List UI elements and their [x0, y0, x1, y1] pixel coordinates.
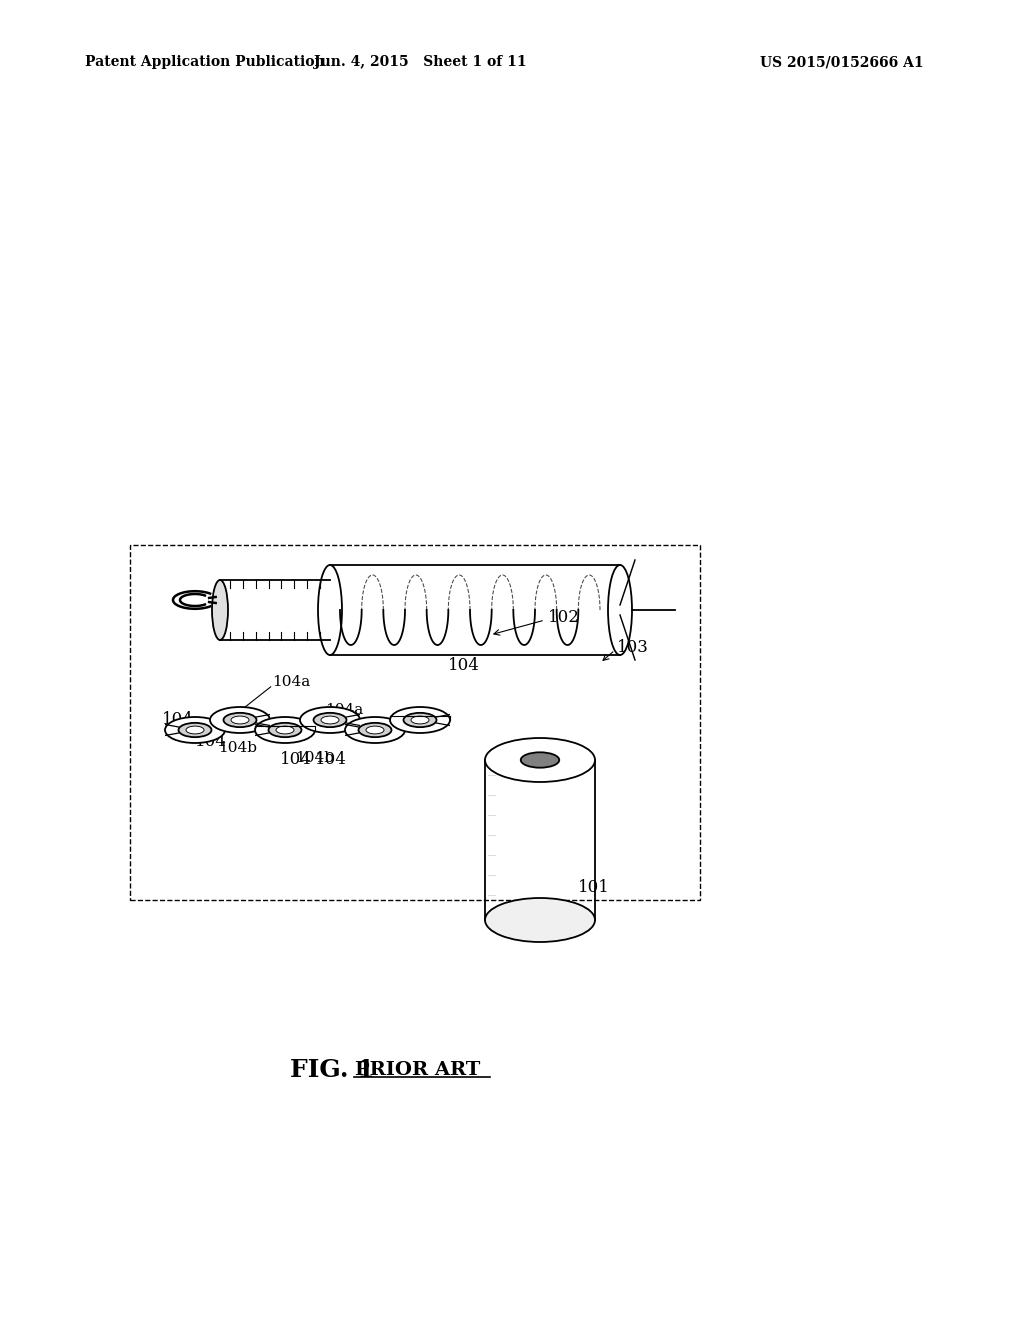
- Ellipse shape: [485, 738, 595, 781]
- Ellipse shape: [178, 723, 212, 737]
- Ellipse shape: [268, 723, 301, 737]
- Ellipse shape: [366, 726, 384, 734]
- Ellipse shape: [390, 708, 450, 733]
- Text: 104: 104: [195, 734, 227, 751]
- Ellipse shape: [276, 726, 294, 734]
- Text: 104a: 104a: [272, 675, 310, 689]
- Ellipse shape: [186, 726, 204, 734]
- Text: FIG. 1: FIG. 1: [290, 1059, 375, 1082]
- Text: 101: 101: [578, 879, 610, 895]
- Ellipse shape: [321, 715, 339, 723]
- Text: 104: 104: [315, 751, 347, 768]
- Ellipse shape: [358, 723, 391, 737]
- Ellipse shape: [521, 752, 559, 768]
- Ellipse shape: [313, 713, 346, 727]
- Ellipse shape: [231, 715, 249, 723]
- Text: 104: 104: [449, 656, 480, 673]
- Text: 104b: 104b: [218, 741, 257, 755]
- Ellipse shape: [345, 717, 406, 743]
- Text: US 2015/0152666 A1: US 2015/0152666 A1: [760, 55, 924, 69]
- Ellipse shape: [223, 713, 256, 727]
- Text: 104: 104: [162, 711, 194, 729]
- Text: Jun. 4, 2015   Sheet 1 of 11: Jun. 4, 2015 Sheet 1 of 11: [313, 55, 526, 69]
- Ellipse shape: [300, 708, 360, 733]
- Ellipse shape: [165, 717, 225, 743]
- Text: 102: 102: [548, 610, 580, 627]
- Ellipse shape: [212, 579, 228, 640]
- Text: Patent Application Publication: Patent Application Publication: [85, 55, 325, 69]
- Ellipse shape: [403, 713, 436, 727]
- Text: 103: 103: [617, 639, 649, 656]
- Ellipse shape: [411, 715, 429, 723]
- Ellipse shape: [318, 565, 342, 655]
- Ellipse shape: [255, 717, 315, 743]
- Text: 104a: 104a: [325, 704, 364, 717]
- Text: PRIOR ART: PRIOR ART: [355, 1061, 480, 1078]
- Ellipse shape: [485, 898, 595, 942]
- Text: 104: 104: [280, 751, 312, 768]
- Text: 104b: 104b: [295, 751, 334, 766]
- Ellipse shape: [210, 708, 270, 733]
